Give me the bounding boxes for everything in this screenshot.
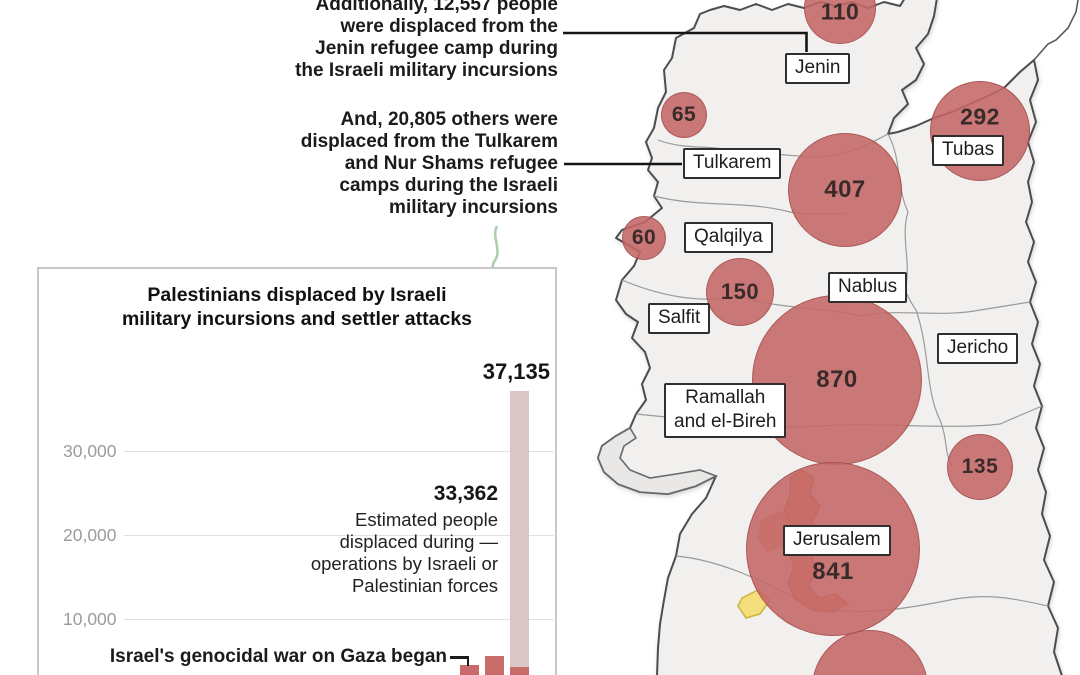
map-label-qalqilya: Qalqilya xyxy=(684,222,773,253)
map-label-jericho: Jericho xyxy=(937,333,1019,364)
map-label-ramallah-and-el-bireh: Ramallah and el-Bireh xyxy=(664,383,787,438)
map-label-jenin: Jenin xyxy=(785,53,851,84)
jordan-river-line xyxy=(1033,0,1079,61)
circle-value: 65 xyxy=(671,103,697,126)
gridline xyxy=(124,451,554,452)
gaza-note-pointer-v xyxy=(466,656,469,666)
bar xyxy=(485,655,504,675)
circle-value: 135 xyxy=(961,455,999,478)
bar xyxy=(460,665,479,675)
chart: Palestinians displaced by Israeli milita… xyxy=(37,267,557,675)
y-axis-tick: 10,000 xyxy=(63,609,117,629)
map-circle-nablus-west xyxy=(788,133,902,247)
circle-value: 407 xyxy=(824,176,866,203)
latrun-no-mans-land xyxy=(597,426,718,495)
chart-title: Palestinians displaced by Israeli milita… xyxy=(121,284,473,330)
map-circle-jericho xyxy=(947,434,1013,500)
map-label-salfit: Salfit xyxy=(648,303,711,334)
gridline xyxy=(124,619,554,620)
circle-value: 841 xyxy=(812,558,854,585)
bar-overlay xyxy=(510,666,529,675)
map-label-nablus: Nablus xyxy=(828,272,908,303)
map-label-jerusalem: Jerusalem xyxy=(783,525,891,556)
callout-value: 33,362 xyxy=(433,482,498,505)
circle-value: 292 xyxy=(960,103,1000,130)
map-circle-tubas xyxy=(930,81,1030,181)
gaza-war-note: Israel's genocidal war on Gaza began xyxy=(109,646,447,667)
gaza-note-pointer-h xyxy=(450,656,469,659)
circle-value: 870 xyxy=(816,366,858,393)
map-label-tubas: Tubas xyxy=(932,135,1005,166)
y-axis-tick: 20,000 xyxy=(63,525,117,545)
gridline xyxy=(124,535,554,536)
circle-value: 150 xyxy=(720,279,760,304)
callout-text: Estimated people displaced during — oper… xyxy=(310,509,498,596)
map-circle-tulkarem-north xyxy=(661,92,707,138)
map-label-tulkarem: Tulkarem xyxy=(683,148,782,179)
peak-value-label: 37,135 xyxy=(482,359,550,384)
jenin-displacement-note: Additionally, 12,557 people were displac… xyxy=(295,0,558,81)
circle-value: 60 xyxy=(631,226,657,249)
y-axis-tick: 30,000 xyxy=(63,441,117,461)
map-circle-salfit xyxy=(706,258,774,326)
pointer-line-jenin xyxy=(563,31,808,52)
bar xyxy=(510,391,529,675)
circle-value: 110 xyxy=(820,0,860,25)
tulkarem-displacement-note: And, 20,805 others were displaced from t… xyxy=(300,109,558,218)
map-circle-cut-off-at-bottom xyxy=(812,630,928,675)
map-circle-qalqilya xyxy=(622,216,666,260)
